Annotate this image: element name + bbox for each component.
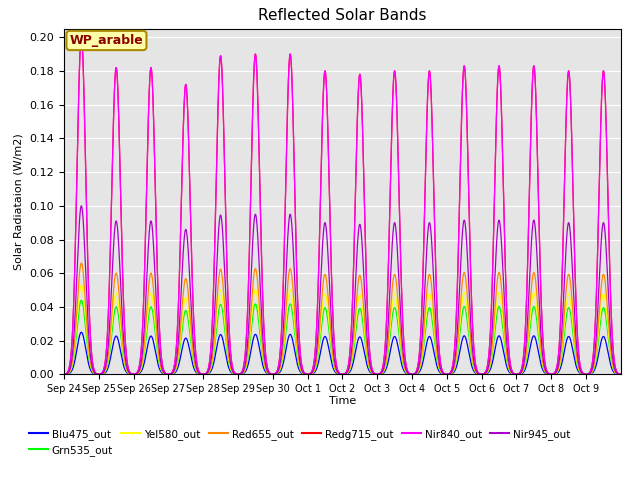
Legend: Blu475_out, Grn535_out, Yel580_out, Red655_out, Redg715_out, Nir840_out, Nir945_: Blu475_out, Grn535_out, Yel580_out, Red6…: [25, 424, 575, 460]
X-axis label: Time: Time: [329, 396, 356, 406]
Y-axis label: Solar Radiataion (W/m2): Solar Radiataion (W/m2): [14, 133, 24, 270]
Text: WP_arable: WP_arable: [70, 34, 143, 47]
Title: Reflected Solar Bands: Reflected Solar Bands: [258, 9, 427, 24]
